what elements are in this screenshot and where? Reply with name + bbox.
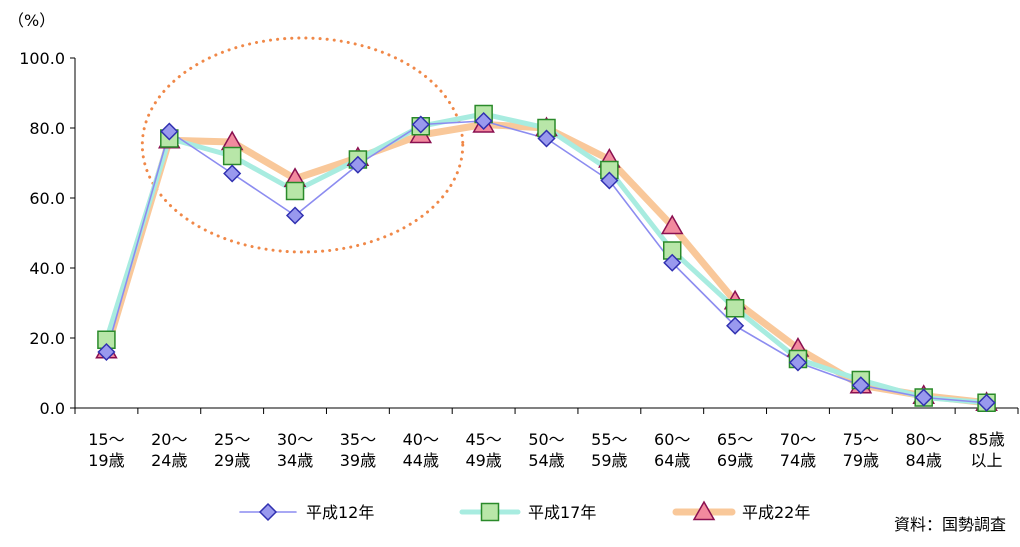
y-tick-label: 60.0 <box>29 189 65 208</box>
highlight-ellipse <box>140 36 465 254</box>
x-tick-label: 75～ 79歳 <box>843 430 879 470</box>
data-point-diamond <box>914 388 933 407</box>
legend-marker-triangle <box>692 500 716 521</box>
x-tick-label: 80～ 84歳 <box>906 430 942 470</box>
x-tick-label: 60～ 64歳 <box>654 430 690 470</box>
x-tick-label: 25～ 29歳 <box>214 430 250 470</box>
data-point-diamond <box>600 171 619 190</box>
x-tick-label: 70～ 74歳 <box>780 430 816 470</box>
y-tick-label: 0.0 <box>40 399 65 418</box>
y-axis-unit-label: （%） <box>8 11 55 30</box>
x-tick-label: 40～ 44歳 <box>403 430 439 470</box>
y-tick-label: 40.0 <box>29 259 65 278</box>
x-tick-label: 20～ 24歳 <box>151 430 187 470</box>
data-point-diamond <box>348 155 367 174</box>
legend-marker-diamond <box>258 502 278 522</box>
x-tick-label: 55～ 59歳 <box>591 430 627 470</box>
data-point-diamond <box>97 342 116 362</box>
data-point-diamond <box>285 206 305 225</box>
data-point-diamond <box>474 111 493 131</box>
data-point-diamond <box>223 164 242 183</box>
x-tick-label: 15～ 19歳 <box>88 430 124 470</box>
series-line <box>102 121 991 407</box>
data-point-square <box>285 181 305 201</box>
y-tick-label: 20.0 <box>29 329 65 348</box>
data-point-diamond <box>160 122 179 141</box>
source-note: 資料：国勢調査 <box>893 515 1006 534</box>
legend-marker-square <box>480 502 500 522</box>
y-tick-label: 100.0 <box>19 49 65 68</box>
x-tick-label: 85歳以上 <box>968 430 1004 470</box>
data-point-diamond <box>977 393 996 412</box>
data-point-square <box>725 299 745 318</box>
data-point-triangle <box>660 214 684 235</box>
legend-label: 平成12年 <box>306 503 374 522</box>
data-point-diamond <box>537 129 556 148</box>
x-tick-label: 65～ 69歳 <box>717 430 753 470</box>
data-point-square <box>222 146 242 166</box>
x-tick-label: 35～ 39歳 <box>340 430 376 470</box>
data-point-diamond <box>788 353 808 372</box>
data-point-diamond <box>851 376 870 395</box>
x-tick-label: 30～ 34歳 <box>277 430 313 470</box>
legend-label: 平成22年 <box>742 503 810 522</box>
x-tick-label: 50～ 54歳 <box>528 430 564 470</box>
legend-label: 平成17年 <box>528 503 596 522</box>
data-point-diamond <box>663 253 682 272</box>
data-point-diamond <box>726 316 745 335</box>
y-tick-label: 80.0 <box>29 119 65 138</box>
x-tick-label: 45～ 49歳 <box>465 430 501 470</box>
data-point-diamond <box>411 115 430 134</box>
